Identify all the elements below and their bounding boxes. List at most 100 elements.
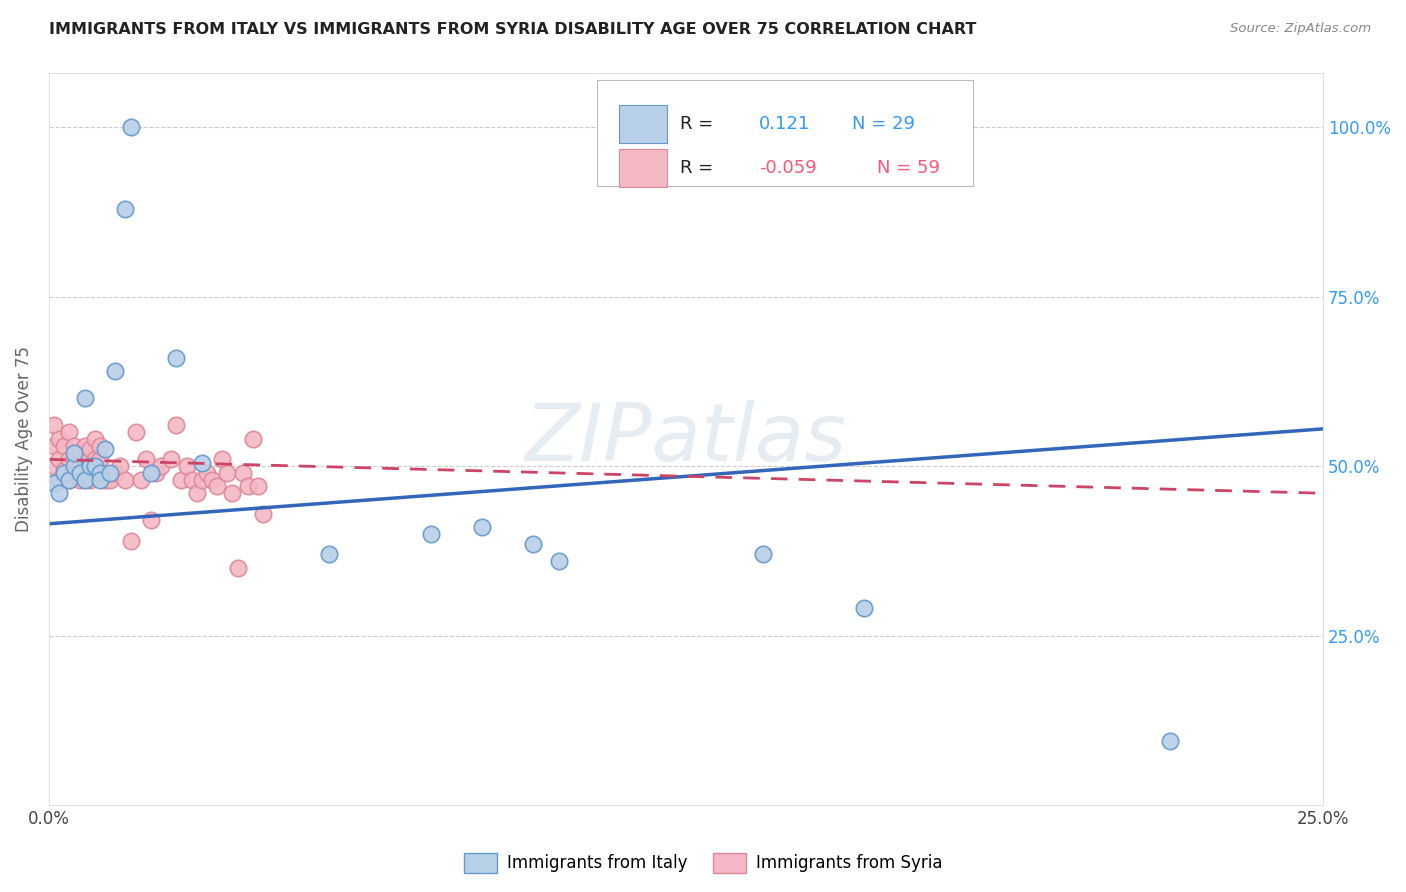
Point [104,364,127,378]
Point [89,466,111,480]
Point [165,351,187,365]
Point [53,439,76,453]
Point [110,459,132,474]
Point [170,473,193,487]
Point [114,202,136,216]
Point [205,479,228,493]
Point [79,459,101,474]
Point [48,473,70,487]
Point [69,459,91,474]
Text: IMMIGRANTS FROM ITALY VS IMMIGRANTS FROM SYRIA DISABILITY AGE OVER 75 CORRELATIO: IMMIGRANTS FROM ITALY VS IMMIGRANTS FROM… [49,22,977,37]
Point [160,452,183,467]
Point [114,473,136,487]
Point [73,452,96,467]
Point [145,466,167,480]
Point [232,466,254,480]
Point [176,459,198,474]
Point [73,466,96,480]
Point [191,456,214,470]
Text: N = 29: N = 29 [852,115,915,133]
Point [69,445,91,459]
Point [69,466,91,480]
Point [195,466,218,480]
Point [318,547,340,561]
Point [73,473,96,487]
Point [63,445,86,459]
Point [98,473,121,487]
Text: ZIPatlas: ZIPatlas [524,400,848,478]
Point [120,533,142,548]
Point [89,439,111,453]
Point [252,507,274,521]
Y-axis label: Disability Age Over 75: Disability Age Over 75 [15,346,32,532]
Point [236,479,259,493]
Point [226,561,249,575]
Point [89,452,111,467]
Point [751,547,773,561]
Point [63,459,86,474]
Text: 0.121: 0.121 [759,115,810,133]
Point [420,527,443,541]
Point [242,432,264,446]
Point [58,473,80,487]
Point [79,459,101,474]
Point [246,479,269,493]
Point [42,439,65,453]
Point [98,466,121,480]
Point [139,466,162,480]
Point [135,452,157,467]
Point [63,452,86,467]
Point [58,473,80,487]
Text: R =: R = [679,159,718,178]
Point [186,486,208,500]
Point [63,439,86,453]
Point [42,476,65,491]
FancyBboxPatch shape [598,80,973,186]
Point [89,473,111,487]
Point [48,452,70,467]
Point [104,466,127,480]
Text: R =: R = [679,115,718,133]
Point [42,418,65,433]
Point [853,601,876,615]
Point [165,418,187,433]
Point [547,554,569,568]
FancyBboxPatch shape [619,149,666,187]
Point [522,537,544,551]
Point [79,473,101,487]
Point [48,432,70,446]
Point [191,473,214,487]
Point [129,473,152,487]
Point [83,459,105,474]
Point [63,466,86,480]
Point [69,473,91,487]
Point [58,452,80,467]
Point [58,425,80,440]
Point [201,473,224,487]
Point [120,120,142,135]
Point [79,442,101,457]
Text: N = 59: N = 59 [877,159,941,178]
Point [53,466,76,480]
Point [1159,733,1181,747]
Point [139,513,162,527]
Point [53,462,76,476]
Point [150,459,173,474]
Point [83,452,105,467]
Point [48,486,70,500]
Point [42,459,65,474]
Text: Source: ZipAtlas.com: Source: ZipAtlas.com [1230,22,1371,36]
Point [94,442,117,457]
Point [180,473,202,487]
Point [221,486,243,500]
Point [83,432,105,446]
Point [124,425,146,440]
Legend: Immigrants from Italy, Immigrants from Syria: Immigrants from Italy, Immigrants from S… [457,847,949,880]
Point [73,439,96,453]
Point [89,466,111,480]
Point [73,392,96,406]
FancyBboxPatch shape [619,105,666,144]
Point [211,452,233,467]
Point [217,466,239,480]
Point [94,473,117,487]
